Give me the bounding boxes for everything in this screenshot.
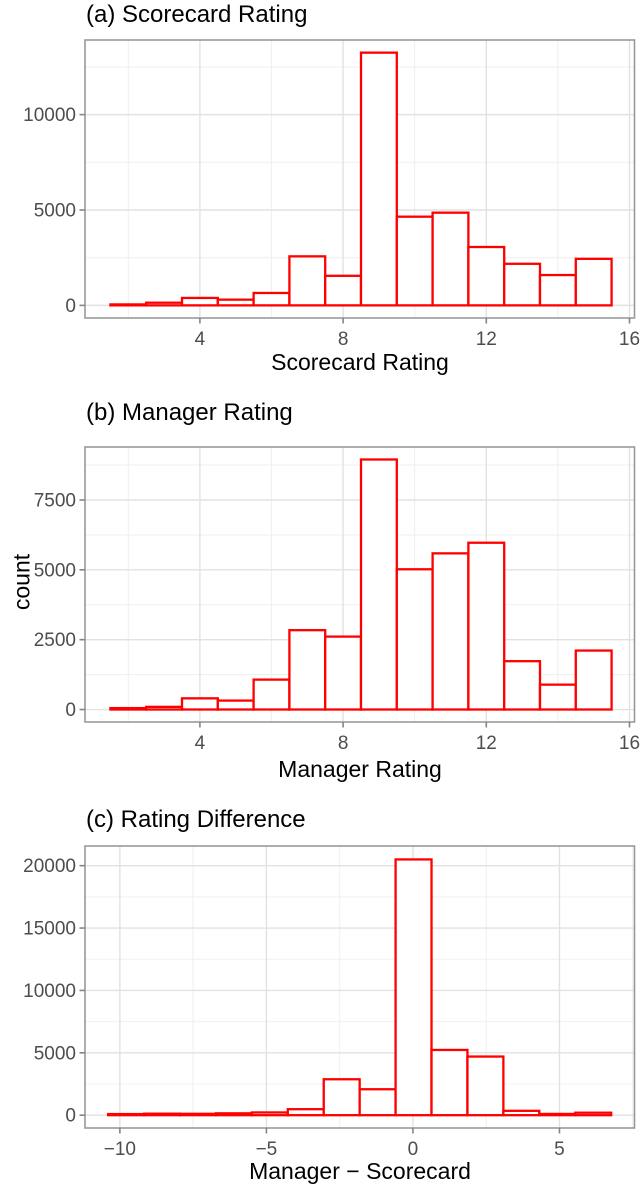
histogram-bar — [395, 215, 434, 307]
panel-border — [84, 39, 636, 319]
histogram-bar — [466, 1055, 505, 1117]
chart-a-title: (a) Scorecard Rating — [86, 1, 308, 28]
histogram-bar — [180, 697, 219, 711]
histogram-bar — [395, 568, 434, 711]
histogram-bar — [252, 678, 291, 711]
histogram-bar — [324, 274, 363, 307]
histogram-bar — [109, 706, 148, 711]
histogram-bar — [178, 1112, 218, 1117]
x-axis-tick-label: 8 — [338, 733, 349, 754]
histogram-bar — [145, 705, 184, 711]
x-axis-tick-label: 8 — [338, 329, 349, 350]
y-axis-tick-label: 7500 — [34, 490, 76, 511]
chart-c-x-axis-title: Manager − Scorecard — [249, 1158, 471, 1184]
chart-c-title: (c) Rating Difference — [86, 806, 306, 833]
y-axis-tick-label: 20000 — [23, 856, 76, 877]
histogram-bar — [394, 858, 433, 1117]
y-axis-tick-label: 15000 — [23, 919, 76, 940]
histogram-bar — [109, 303, 148, 307]
histogram-bar — [142, 1112, 182, 1117]
x-axis-tick-label: 12 — [476, 329, 497, 350]
x-axis-tick-label: 12 — [476, 733, 497, 754]
chart-b-title: (b) Manager Rating — [86, 399, 293, 426]
histogram-bar — [145, 301, 184, 307]
histogram-bar — [538, 683, 577, 711]
histogram-bar — [324, 635, 363, 711]
x-axis-tick-label: −5 — [256, 1139, 278, 1160]
y-axis-title-count: count — [8, 553, 35, 611]
panel-background — [85, 40, 635, 318]
y-axis-tick-label: 5000 — [34, 201, 76, 222]
histogram-bar — [180, 296, 219, 307]
y-axis-tick-label: 0 — [65, 1106, 76, 1127]
histogram-bar — [538, 273, 577, 307]
histogram-bar — [359, 51, 398, 307]
x-axis-tick-label: 5 — [554, 1139, 565, 1160]
y-axis-tick-label: 5000 — [34, 1043, 76, 1064]
chart-b-x-axis-title: Manager Rating — [278, 756, 442, 782]
histogram-bar — [574, 1111, 613, 1117]
histogram-bar — [322, 1078, 361, 1117]
histogram-bar — [431, 552, 470, 711]
histogram-bar — [216, 699, 255, 711]
histogram-bar — [286, 1108, 325, 1117]
histogram-bar — [216, 298, 255, 307]
histogram-bar — [107, 1112, 146, 1117]
histogram-bar — [252, 291, 291, 307]
histogram-bar — [574, 257, 613, 307]
y-axis-tick-label: 0 — [65, 700, 76, 721]
histogram-bar — [250, 1111, 289, 1117]
histogram-bar — [214, 1112, 254, 1117]
chart-a-x-axis-title: Scorecard Rating — [271, 349, 449, 375]
histogram-bar — [467, 541, 506, 711]
histogram-bar — [431, 211, 470, 307]
x-axis-tick-label: 16 — [619, 733, 640, 754]
panel-border — [84, 845, 636, 1129]
x-axis-tick-label: 16 — [619, 329, 640, 350]
histogram-bar — [502, 1109, 541, 1117]
x-axis-tick-label: 0 — [408, 1139, 419, 1160]
x-axis-tick-label: 4 — [195, 733, 206, 754]
panel-border — [84, 446, 636, 723]
histogram-bar — [430, 1048, 469, 1117]
histogram-bar — [503, 660, 542, 711]
histogram-bar — [288, 629, 327, 711]
y-axis-tick-label: 2500 — [34, 630, 76, 651]
histogram-bar — [574, 649, 613, 711]
x-axis-tick-label: −10 — [104, 1139, 136, 1160]
histogram-bar — [467, 245, 506, 307]
y-axis-tick-label: 10000 — [23, 981, 76, 1002]
histogram-bar — [503, 262, 542, 307]
histogram-bar — [288, 255, 327, 307]
y-axis-tick-label: 0 — [65, 296, 76, 317]
y-axis-tick-label: 5000 — [34, 560, 76, 581]
histogram-bar — [359, 458, 398, 711]
histogram-bar — [538, 1112, 577, 1117]
x-axis-tick-label: 4 — [195, 329, 206, 350]
histogram-bar — [358, 1088, 397, 1117]
y-axis-tick-label: 10000 — [23, 105, 76, 126]
